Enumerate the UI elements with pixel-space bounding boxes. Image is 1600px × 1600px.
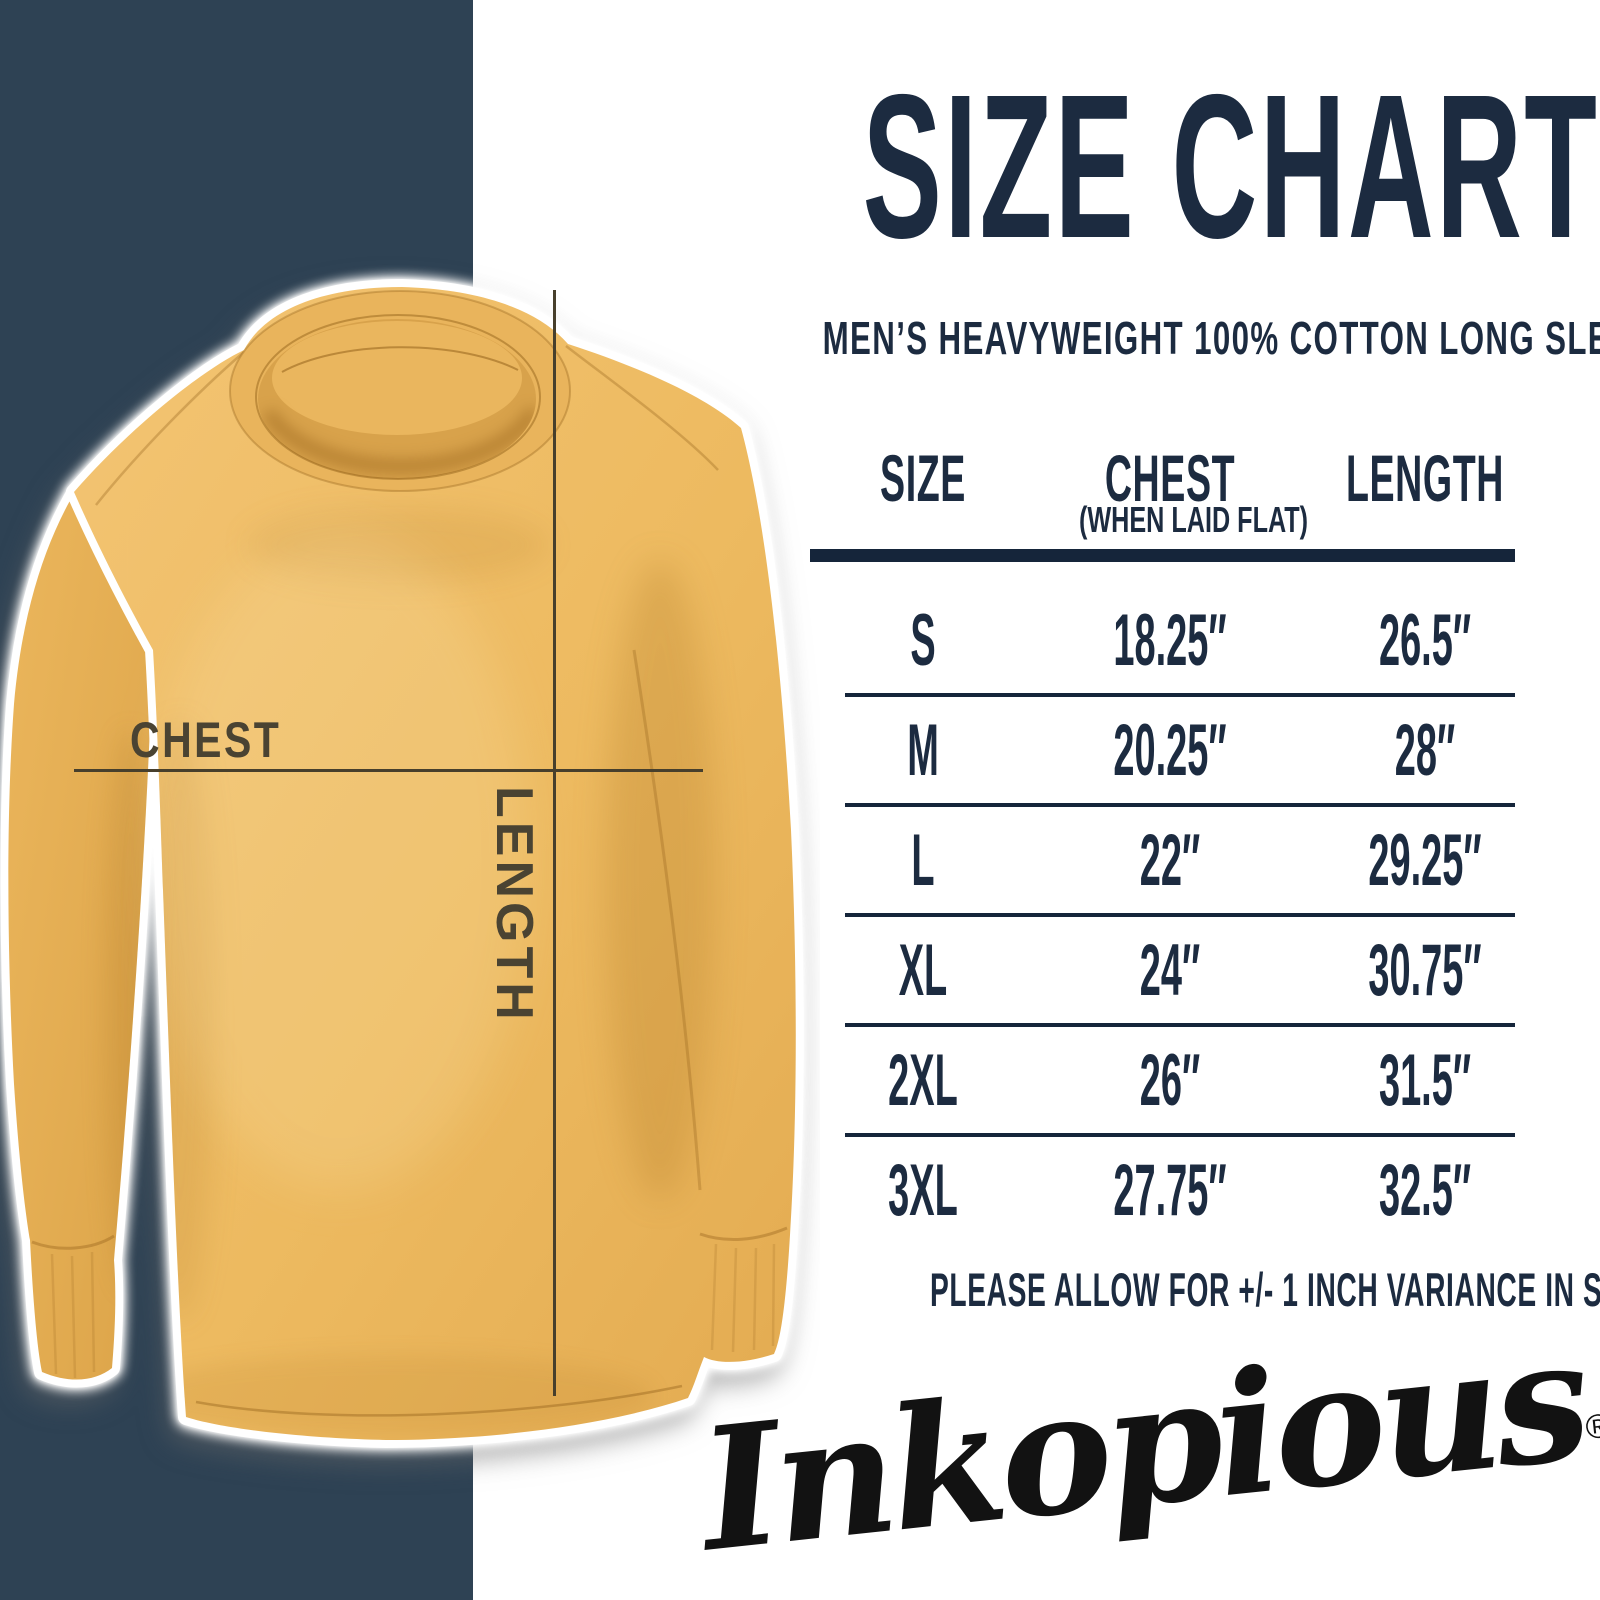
table-header-divider xyxy=(810,549,1515,562)
row-divider xyxy=(845,693,1515,697)
length-cell: 26.5″ xyxy=(1378,599,1472,681)
size-cell: XL xyxy=(898,929,948,1011)
row-divider xyxy=(845,1023,1515,1027)
table-row: 3XL 27.75″ 32.5″ xyxy=(810,1136,1540,1244)
size-cell: M xyxy=(907,709,939,791)
chest-cell: 27.75″ xyxy=(1113,1149,1227,1231)
length-cell: 32.5″ xyxy=(1378,1149,1472,1231)
length-measure-label: LENGTH xyxy=(485,786,543,1024)
row-divider xyxy=(845,913,1515,917)
chest-cell: 24″ xyxy=(1139,929,1201,1011)
page-subtitle: MEN’S HEAVYWEIGHT 100% COTTON LONG SLEEV… xyxy=(822,312,1600,364)
chest-measure-line xyxy=(74,769,703,772)
table-row: 2XL 26″ 31.5″ xyxy=(810,1026,1540,1134)
size-cell: L xyxy=(911,819,935,901)
shirt-left-sleeve xyxy=(0,482,161,1388)
length-cell: 29.25″ xyxy=(1368,819,1482,901)
size-cell: S xyxy=(910,599,936,681)
size-table-header: SIZE CHEST LENGTH xyxy=(810,440,1540,516)
chest-cell: 26″ xyxy=(1139,1039,1201,1121)
length-cell: 31.5″ xyxy=(1378,1039,1472,1121)
column-header-size: SIZE xyxy=(880,441,966,515)
length-measure-line xyxy=(553,290,556,1396)
page-title: SIZE CHART xyxy=(862,52,1600,281)
size-cell: 2XL xyxy=(888,1039,958,1121)
shirt-cuffs xyxy=(31,1226,788,1379)
registered-trademark-icon: ® xyxy=(1583,1406,1600,1448)
chest-measure-label: CHEST xyxy=(130,712,282,768)
shirt-photo xyxy=(0,279,804,1448)
variance-footnote: PLEASE ALLOW FOR +/- 1 INCH VARIANCE IN … xyxy=(930,1263,1600,1316)
row-divider xyxy=(845,803,1515,807)
chest-cell: 18.25″ xyxy=(1113,599,1227,681)
length-cell: 28″ xyxy=(1394,709,1456,791)
table-row: XL 24″ 30.75″ xyxy=(810,916,1540,1024)
length-cell: 30.75″ xyxy=(1368,929,1482,1011)
shirt-body xyxy=(66,279,804,1448)
brand-logo-text: Inkopious xyxy=(691,1299,1593,1590)
shirt-hem-stitch xyxy=(195,1384,683,1417)
column-header-length: LENGTH xyxy=(1345,441,1505,515)
column-header-chest: CHEST xyxy=(1104,441,1236,515)
chest-cell: 22″ xyxy=(1139,819,1201,901)
row-divider xyxy=(845,1133,1515,1137)
table-row: L 22″ 29.25″ xyxy=(810,806,1540,914)
table-row: S 18.25″ 26.5″ xyxy=(810,586,1540,694)
shirt-collar xyxy=(229,290,571,492)
table-row: M 20.25″ 28″ xyxy=(810,696,1540,804)
chest-cell: 20.25″ xyxy=(1113,709,1227,791)
size-cell: 3XL xyxy=(888,1149,958,1231)
chest-column-subnote: (WHEN LAID FLAT) xyxy=(1079,499,1309,540)
